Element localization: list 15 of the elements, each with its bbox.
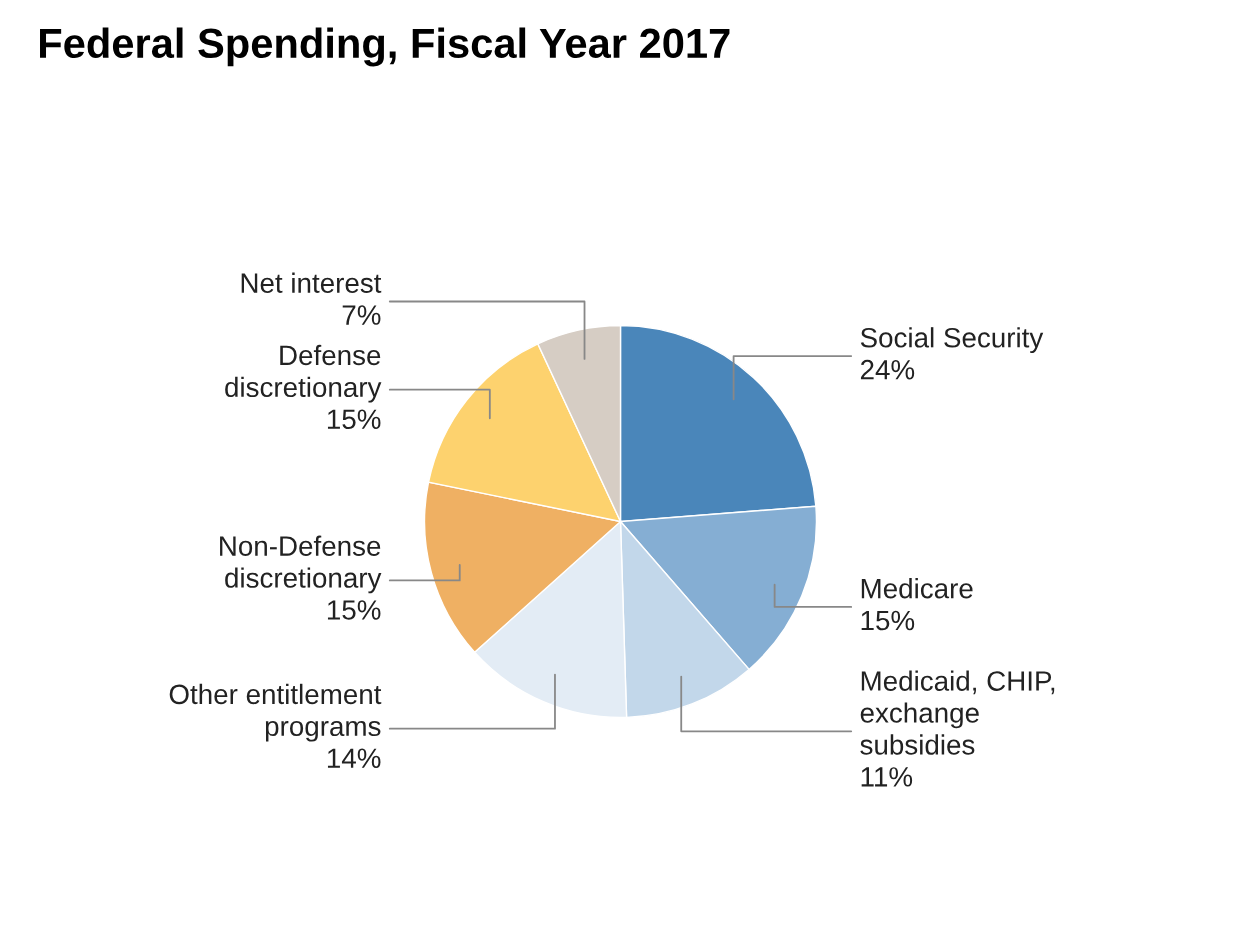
data-label: 15% <box>327 409 381 430</box>
data-label: 7% <box>342 305 381 325</box>
data-label: 14% <box>327 748 381 768</box>
slice-label: Defense discretionary <box>225 344 382 403</box>
chart-title: Federal Spending, Fiscal Year 2017 <box>40 27 730 67</box>
slice-label: Net interest <box>241 272 382 293</box>
slice-label: Social Security <box>860 327 1044 354</box>
data-label: 24% <box>860 359 915 380</box>
data-label: 15% <box>861 610 915 631</box>
slice-label: Medicare <box>861 578 973 599</box>
data-label: 15% <box>327 600 381 620</box>
data-label: 11% <box>861 767 913 787</box>
slice-label: Other entitlement programs <box>169 683 382 742</box>
slice-label: Non-Defense discretionary <box>220 535 382 594</box>
slice-label: Medicaid, CHIP, exchange subsidies <box>860 670 1055 755</box>
